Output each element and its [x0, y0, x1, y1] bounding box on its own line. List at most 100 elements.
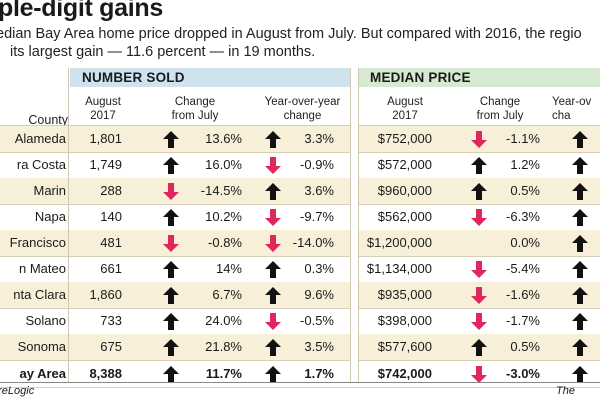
- price-value: $572,000: [377, 157, 432, 172]
- number-sold-header: NUMBER SOLD: [70, 68, 350, 87]
- sold-change-value: -0.8%: [208, 235, 242, 250]
- county-name: Napa: [34, 209, 66, 224]
- county-name: Francisco: [9, 235, 66, 250]
- sold-change-value: 10.2%: [205, 209, 242, 224]
- price-change-value: -1.7%: [506, 313, 540, 328]
- price-change-value: -5.4%: [506, 261, 540, 276]
- price-change-down-arrow-icon: [471, 313, 487, 330]
- price-yoy-up-arrow-icon: [572, 235, 588, 252]
- sold-change-up-arrow-icon: [163, 131, 179, 148]
- sold-yoy-value: -0.9%: [300, 157, 334, 172]
- price-change-value: 1.2%: [510, 157, 540, 172]
- row-divider: [0, 256, 600, 257]
- table-row: ra Costa 1,749 16.0% -0.9% $572,000 1.2%: [0, 152, 600, 178]
- sold-yoy-up-arrow-icon: [265, 261, 281, 278]
- sold-yoy-up-arrow-icon: [265, 183, 281, 200]
- sold-yoy-value: -0.5%: [300, 313, 334, 328]
- price-yoy-up-arrow-icon: [572, 339, 588, 356]
- sold-yoy-down-arrow-icon: [265, 209, 281, 226]
- price-change-header: Change from July: [476, 96, 524, 122]
- sold-change-header: Change from July: [171, 96, 219, 122]
- price-change-value: 0.0%: [510, 235, 540, 250]
- price-yoy-up-arrow-icon: [572, 261, 588, 278]
- price-change-value: -6.3%: [506, 209, 540, 224]
- sold-yoy-value: 3.5%: [304, 339, 334, 354]
- price-change-down-arrow-icon: [471, 366, 487, 383]
- sold-change-up-arrow-icon: [163, 209, 179, 226]
- table-row: Napa 140 10.2% -9.7% $562,000 -6.3%: [0, 204, 600, 230]
- sold-value: 481: [100, 235, 122, 250]
- price-yoy-up-arrow-icon: [572, 287, 588, 304]
- sold-yoy-up-arrow-icon: [265, 366, 281, 383]
- sold-yoy-value: 3.3%: [304, 131, 334, 146]
- row-divider: [0, 308, 600, 309]
- price-value: $935,000: [377, 287, 432, 302]
- price-change-up-arrow-icon: [471, 183, 487, 200]
- price-separator: [358, 68, 359, 383]
- table-row: Marin 288 -14.5% 3.6% $960,000 0.5%: [0, 178, 600, 204]
- sold-yoy-value: 9.6%: [304, 287, 334, 302]
- sold-yoy-down-arrow-icon: [265, 313, 281, 330]
- sold-value: 675: [100, 339, 122, 354]
- sold-value: 1,749: [89, 157, 122, 172]
- sold-change-value: 14%: [215, 261, 242, 276]
- total-row: ay Area 8,388 11.7% 1.7% $742,000 -3.0%: [0, 361, 600, 387]
- sold-change-up-arrow-icon: [163, 313, 179, 330]
- sold-change-value: 21.8%: [205, 339, 242, 354]
- price-change-value: 0.5%: [510, 339, 540, 354]
- sold-yoy-up-arrow-icon: [265, 339, 281, 356]
- median-price-header: MEDIAN PRICE: [358, 68, 600, 87]
- headline: ple-digit gains: [0, 0, 163, 22]
- price-value: $562,000: [377, 209, 432, 224]
- bottom-rule: [0, 382, 600, 383]
- sold-change-value: 6.7%: [212, 287, 242, 302]
- sold-change-up-arrow-icon: [163, 366, 179, 383]
- row-divider: [0, 360, 600, 361]
- price-yoy-up-arrow-icon: [572, 313, 588, 330]
- price-change-value: -1.1%: [506, 131, 540, 146]
- row-divider: [0, 152, 600, 153]
- county-column-header: County: [28, 113, 68, 127]
- sold-change-value: 13.6%: [205, 131, 242, 146]
- sold-change-up-arrow-icon: [163, 339, 179, 356]
- sold-yoy-value: -9.7%: [300, 209, 334, 224]
- county-name: Marin: [33, 183, 66, 198]
- sold-yoy-up-arrow-icon: [265, 287, 281, 304]
- price-change-down-arrow-icon: [471, 287, 487, 304]
- publisher-credit: The: [556, 385, 575, 397]
- county-name: Alameda: [14, 131, 66, 146]
- table-row: Alameda 1,801 13.6% 3.3% $752,000 -1.1%: [0, 126, 600, 152]
- sold-yoy-value: 0.3%: [304, 261, 334, 276]
- price-yoy-up-arrow-icon: [572, 209, 588, 226]
- price-yoy-up-arrow-icon: [572, 183, 588, 200]
- sold-yoy-value: 1.7%: [304, 366, 334, 381]
- county-name: ay Area: [19, 366, 67, 381]
- sold-yoy-header: Year-over-year change: [264, 96, 341, 122]
- sold-change-value: 24.0%: [205, 313, 242, 328]
- sold-value: 140: [100, 209, 122, 224]
- county-separator: [68, 68, 69, 383]
- price-change-down-arrow-icon: [471, 261, 487, 278]
- sold-change-up-arrow-icon: [163, 157, 179, 174]
- price-yoy-up-arrow-icon: [572, 131, 588, 148]
- table-row: Sonoma 675 21.8% 3.5% $577,600 0.5%: [0, 334, 600, 360]
- price-yoy-header: Year-ov cha: [552, 96, 592, 122]
- sold-change-down-arrow-icon: [163, 235, 179, 252]
- price-change-down-arrow-icon: [471, 209, 487, 226]
- sold-value: 733: [100, 313, 122, 328]
- county-name: Solano: [25, 313, 66, 328]
- sold-change-value: 11.7%: [205, 366, 242, 381]
- price-change-value: -1.6%: [506, 287, 540, 302]
- sold-yoy-down-arrow-icon: [265, 157, 281, 174]
- county-name: ra Costa: [16, 157, 66, 172]
- sold-change-up-arrow-icon: [163, 261, 179, 278]
- sold-change-up-arrow-icon: [163, 287, 179, 304]
- sold-value: 1,801: [89, 131, 122, 146]
- price-value: $577,600: [377, 339, 432, 354]
- price-value: $960,000: [377, 183, 432, 198]
- price-value: $752,000: [377, 131, 432, 146]
- price-change-down-arrow-icon: [471, 131, 487, 148]
- table-row: n Mateo 661 14% 0.3% $1,134,000 -5.4%: [0, 256, 600, 282]
- source-credit: oreLogic: [0, 385, 35, 397]
- county-name: nta Clara: [13, 287, 66, 302]
